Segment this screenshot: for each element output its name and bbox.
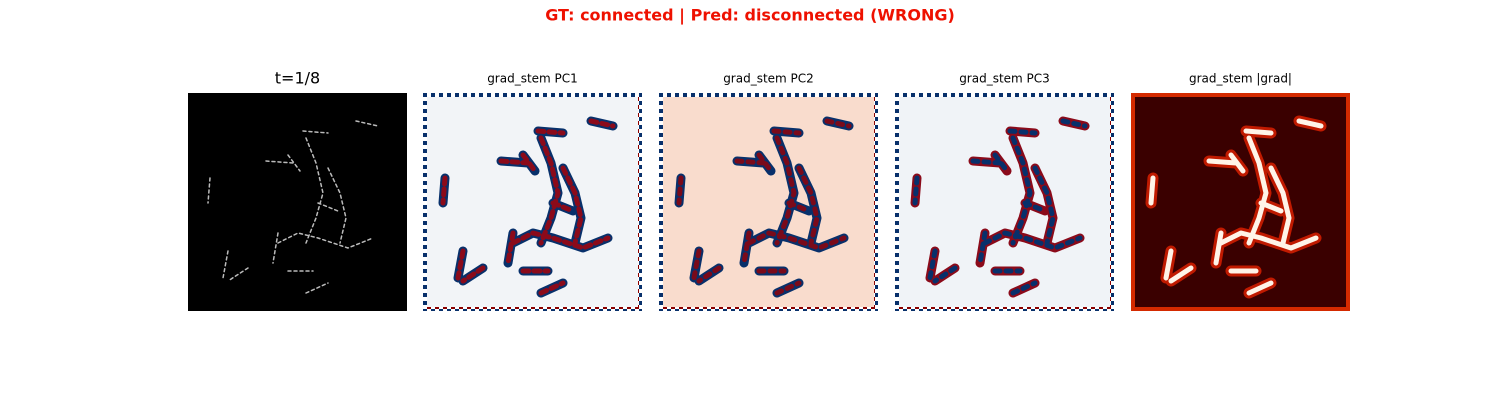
panel-title: grad_stem PC1 — [487, 72, 578, 86]
panel-image — [423, 93, 642, 311]
panel-image — [659, 93, 878, 311]
panel-image — [188, 93, 407, 311]
panel-title: grad_stem |grad| — [1189, 72, 1292, 86]
panel-title: t=1/8 — [275, 69, 320, 88]
panel-title: grad_stem PC2 — [723, 72, 814, 86]
panel-image — [1131, 93, 1350, 311]
figure-title: GT: connected | Pred: disconnected (WRON… — [545, 6, 955, 26]
panel-title: grad_stem PC3 — [959, 72, 1050, 86]
panel-image — [895, 93, 1114, 311]
image-background — [188, 93, 407, 311]
